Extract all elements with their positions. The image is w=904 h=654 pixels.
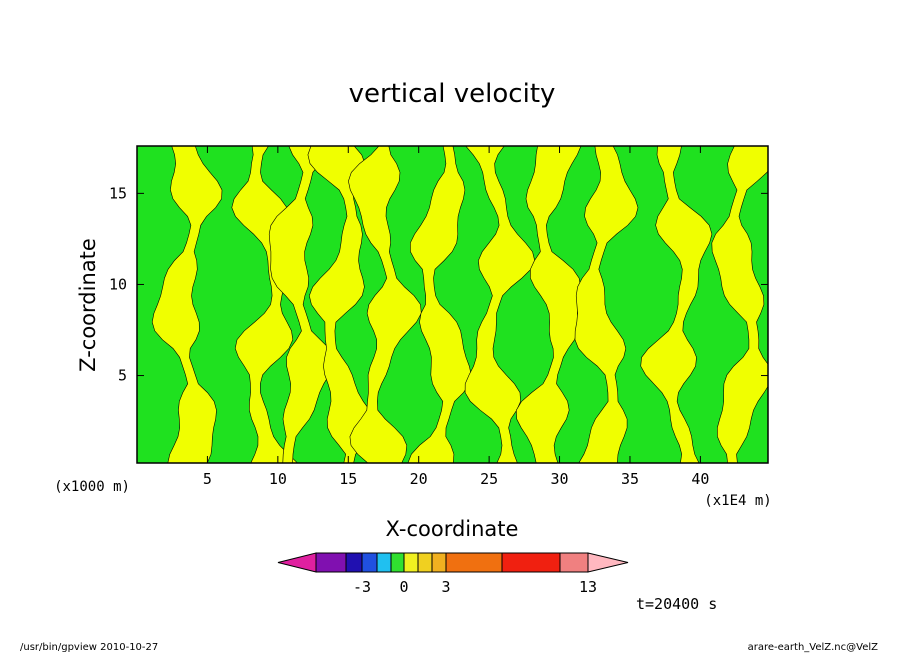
updraft-region [640,146,713,463]
x-tick-label: 10 [269,470,287,488]
updraft-region [151,146,223,463]
colorbar-swatch [315,552,347,573]
colorbar-extend-high [587,552,629,573]
y-tick-label: 10 [109,275,127,293]
plot-frame [136,145,769,464]
colorbar-extend-low [277,552,317,573]
x-tick-label: 35 [621,470,639,488]
colorbar-tick-label: -3 [353,578,371,596]
x-tick-label: 40 [691,470,709,488]
colorbar-tick-label: 13 [579,578,597,596]
colorbar-tick-label: 3 [441,578,450,596]
x-tick-label: 5 [203,470,212,488]
x-axis-ticks: 5 10 15 20 25 30 35 40 [203,146,709,488]
footer-left: /usr/bin/gpview 2010-10-27 [20,642,158,653]
updraft-region [407,146,472,463]
updraft-region [464,146,536,463]
colorbar-swatch [390,552,405,573]
colorbar-swatch [445,552,503,573]
colorbar-swatch [431,552,447,573]
y-tick-label: 5 [118,367,127,385]
updraft-region [711,146,768,463]
x-tick-label: 20 [410,470,428,488]
time-label: t=20400 s [636,595,717,613]
x-tick-label: 25 [480,470,498,488]
x-axis-label: X-coordinate [386,517,519,541]
colorbar-swatch [417,552,433,573]
x-scale-note: (x1E4 m) [704,493,771,509]
y-axis-label: Z-coordinate [76,238,100,372]
x-tick-label: 30 [551,470,569,488]
chart-title: vertical velocity [349,79,556,109]
colorbar: -3 0 3 13 [277,552,629,596]
colorbar-tick-label: 0 [399,578,408,596]
colorbar-swatch [403,552,419,573]
y-axis-ticks: 5 10 15 [109,184,768,385]
updraft-region [574,146,639,463]
footer-right: arare-earth_VelZ.nc@VelZ [748,642,879,653]
colorbar-swatch [376,552,392,573]
colorbar-swatch [345,552,363,573]
colorbar-swatch [501,552,561,573]
y-tick-label: 15 [109,184,127,202]
updraft-region [307,146,378,463]
updraft-region [515,146,582,463]
colorbar-swatch [559,552,589,573]
y-scale-note: (x1000 m) [54,479,130,495]
x-tick-label: 15 [339,470,357,488]
updraft-region [348,146,422,463]
colorbar-swatch [361,552,378,573]
contour-field [137,146,768,463]
